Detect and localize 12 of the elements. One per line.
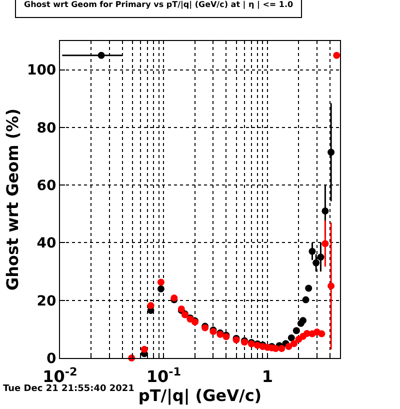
x-tick-label: 1 (262, 367, 274, 386)
x-tick-label: 10$^{-1}$ (146, 365, 182, 386)
y-tick-label: 40 (36, 236, 56, 252)
text: Tue Dec 21 21:55:40 2021 (3, 384, 134, 394)
y-axis-title: Ghost wrt Geom (%) (2, 108, 22, 291)
chart-title: Ghost wrt Geom for Primary vs pT/|q| (GeV/c) at | η | <= 1.0 (24, 0, 294, 9)
y-tick-label: 20 (36, 293, 56, 310)
y-tick-label: 80 (36, 120, 56, 136)
y-tick-label: 100 (26, 62, 56, 79)
y-tick-label: 60 (36, 178, 56, 194)
x-axis-title: pT/|q| (GeV/c) (138, 386, 262, 406)
y-tick-label: 0 (46, 350, 56, 367)
